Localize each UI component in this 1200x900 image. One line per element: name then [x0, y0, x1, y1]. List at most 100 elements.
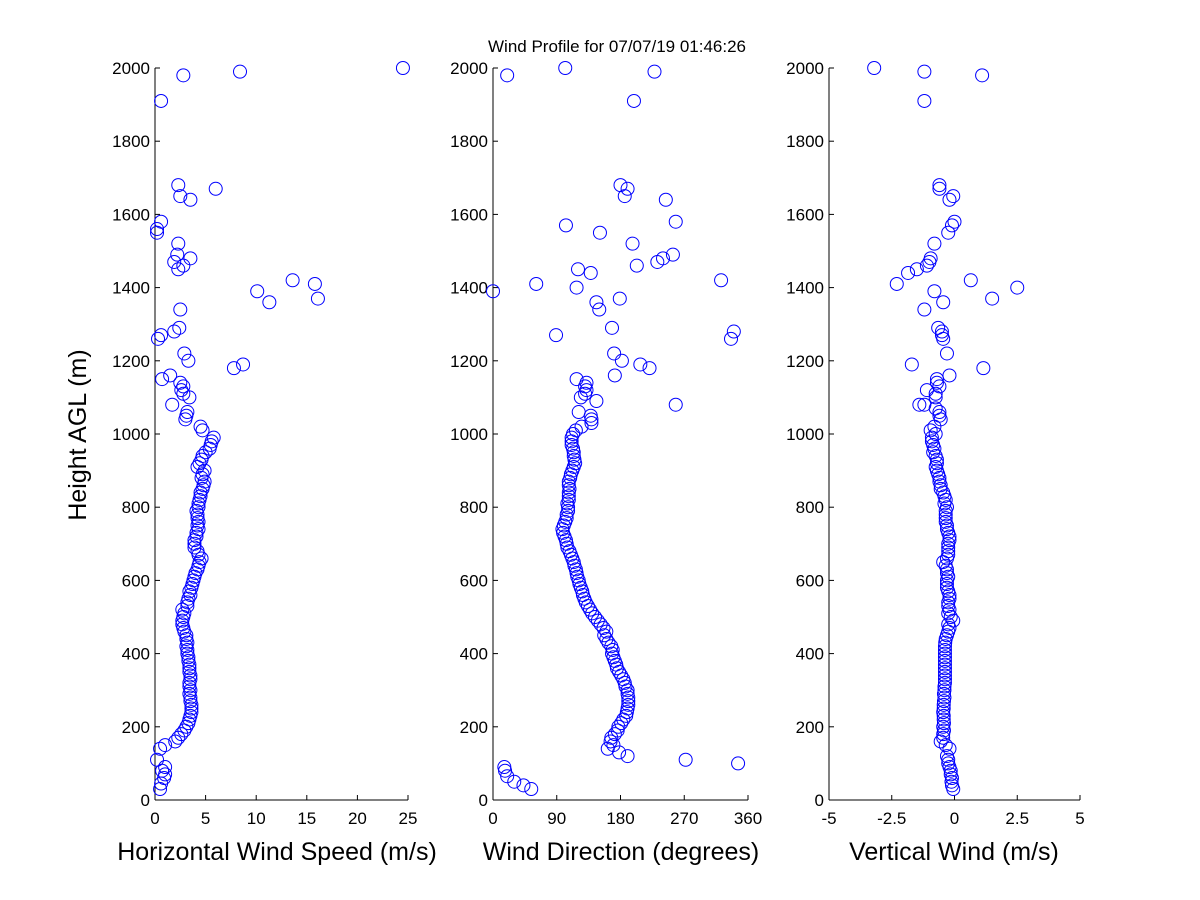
data-point [642, 361, 657, 376]
data-point [158, 738, 173, 753]
data-point [714, 273, 729, 288]
data-point [928, 448, 943, 463]
data-point [592, 225, 607, 240]
y-tick-label: 400 [796, 645, 824, 664]
data-point [262, 295, 277, 310]
data-point [190, 544, 205, 559]
data-point [919, 383, 934, 398]
data-point [599, 631, 614, 646]
y-tick-label: 800 [460, 498, 488, 517]
data-point [936, 730, 951, 745]
data-point [917, 93, 932, 108]
data-point [153, 741, 168, 756]
y-tick-label: 0 [815, 791, 824, 810]
data-point [937, 642, 952, 657]
data-point [668, 397, 683, 412]
data-point [633, 357, 648, 372]
data-point [621, 694, 636, 709]
data-point [180, 599, 195, 614]
data-point [154, 93, 169, 108]
y-tick-label: 0 [479, 791, 488, 810]
y-tick-label: 1600 [112, 205, 150, 224]
data-point [929, 375, 944, 390]
data-point [946, 613, 961, 628]
data-point [307, 276, 322, 291]
data-point [524, 782, 539, 797]
x-tick-label: 0 [488, 809, 497, 828]
data-point [589, 394, 604, 409]
data-point [177, 606, 192, 621]
data-point [193, 489, 208, 504]
data-point [236, 357, 251, 372]
data-point [189, 525, 204, 540]
data-point [929, 372, 944, 387]
data-point [620, 749, 635, 764]
data-point [181, 591, 196, 606]
data-point [923, 251, 938, 266]
data-point [176, 386, 191, 401]
x-tick-label: 10 [247, 809, 266, 828]
data-point [933, 481, 948, 496]
data-point [938, 558, 953, 573]
x-tick-label: 5 [201, 809, 210, 828]
data-point [606, 738, 621, 753]
y-tick-label: 1400 [786, 279, 824, 298]
data-point [566, 448, 581, 463]
data-point [601, 635, 616, 650]
data-point [939, 522, 954, 537]
data-point [486, 284, 500, 299]
data-point [183, 694, 198, 709]
data-point [963, 273, 978, 288]
data-point [175, 617, 190, 632]
data-point [647, 64, 662, 79]
data-point [285, 273, 300, 288]
data-point [626, 93, 641, 108]
data-point [607, 368, 622, 383]
data-point [197, 474, 212, 489]
y-tick-label: 1400 [112, 279, 150, 298]
data-point [182, 679, 197, 694]
data-point [937, 653, 952, 668]
data-point [571, 262, 585, 277]
data-point [912, 397, 927, 412]
x-tick-label: 15 [297, 809, 316, 828]
y-tick-label: 200 [796, 718, 824, 737]
y-tick-label: 1200 [786, 352, 824, 371]
data-point [172, 320, 187, 335]
data-point [154, 214, 169, 229]
data-point [942, 368, 957, 383]
horizontal-wind-speed-panel: 0 200 400 600 800 1000 1200 1400 1600 1800 2000 0 5 1… [112, 59, 417, 828]
data-point [942, 591, 957, 606]
data-point [184, 705, 199, 720]
data-point [941, 547, 956, 562]
data-point [936, 712, 951, 727]
data-point [190, 511, 205, 526]
y-tick-label: 1800 [112, 132, 150, 151]
data-point [928, 386, 943, 401]
data-point [558, 218, 573, 233]
data-point [933, 734, 948, 749]
data-point [678, 752, 693, 767]
data-point [620, 686, 635, 701]
data-point [937, 661, 952, 676]
data-point [942, 192, 957, 207]
data-point [942, 741, 957, 756]
y-tick-label: 1600 [450, 205, 488, 224]
data-point [668, 214, 683, 229]
data-point [927, 236, 942, 251]
data-point [158, 760, 173, 775]
data-point [931, 320, 946, 335]
data-point [189, 503, 204, 518]
data-point [597, 628, 612, 643]
data-point [150, 222, 165, 237]
y-tick-label: 400 [122, 645, 150, 664]
data-point [614, 716, 629, 731]
x-tick-label: 0 [950, 809, 959, 828]
data-point [934, 328, 949, 343]
data-point [937, 657, 952, 672]
x-tick-label: 180 [606, 809, 634, 828]
data-point [937, 650, 952, 665]
y-tick-label: 800 [796, 498, 824, 517]
data-point [177, 346, 192, 361]
data-point [927, 284, 942, 299]
